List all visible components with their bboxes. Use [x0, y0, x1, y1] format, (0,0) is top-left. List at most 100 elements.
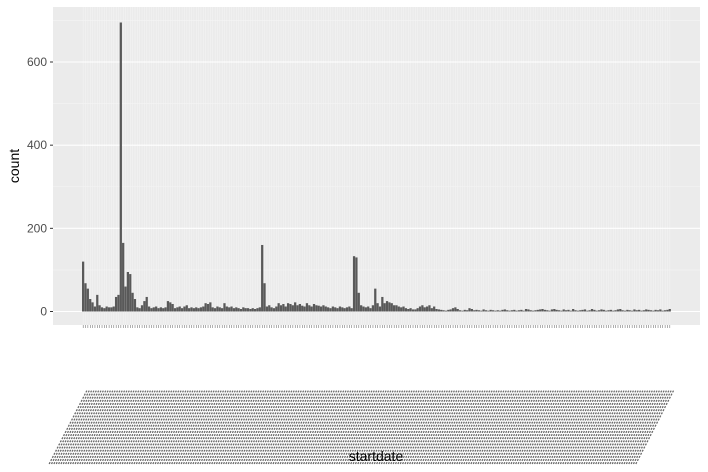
bar — [546, 310, 549, 312]
bar — [404, 308, 408, 312]
x-tick-label-mark — [50, 389, 91, 465]
bar — [562, 309, 565, 312]
bar — [157, 308, 160, 312]
bar — [225, 306, 228, 312]
bar — [213, 308, 217, 312]
bar — [475, 309, 478, 312]
bar — [451, 308, 455, 312]
bar — [180, 308, 184, 312]
y-axis-ticks: 0 200 400 600 — [27, 55, 53, 319]
bar — [114, 296, 118, 312]
bar — [513, 309, 516, 312]
bar — [117, 294, 120, 312]
bar — [444, 310, 448, 312]
bar — [169, 302, 172, 312]
bar — [515, 310, 518, 312]
bars — [82, 22, 671, 312]
bar — [367, 306, 370, 312]
bar — [86, 288, 89, 312]
bar — [576, 310, 579, 312]
bar — [437, 309, 440, 312]
bar — [652, 310, 655, 312]
bar — [360, 305, 363, 312]
bar — [331, 306, 334, 312]
x-axis-title: startdate — [349, 448, 404, 464]
x-tick-label-mark — [48, 389, 88, 465]
bar — [237, 308, 240, 312]
bar — [150, 308, 153, 312]
x-tick-label-mark — [60, 389, 100, 465]
bar — [400, 307, 403, 312]
bar — [312, 304, 316, 312]
bar — [301, 305, 304, 312]
bar — [319, 306, 323, 312]
bar — [593, 309, 596, 312]
bar — [397, 306, 400, 312]
y-tick-label: 600 — [27, 55, 47, 69]
bar — [289, 304, 292, 312]
bar — [119, 22, 122, 312]
bar — [607, 310, 610, 312]
bar — [583, 309, 587, 312]
bar — [209, 302, 212, 312]
bar — [279, 305, 283, 312]
bar — [548, 310, 551, 312]
bar — [327, 307, 330, 312]
bar — [541, 309, 544, 312]
bar — [352, 256, 356, 312]
bar — [131, 292, 134, 312]
bar — [642, 310, 645, 312]
bar — [454, 307, 457, 312]
bar — [579, 310, 582, 312]
bar — [374, 288, 377, 312]
bar — [315, 305, 318, 312]
bar — [230, 306, 233, 312]
bar — [482, 309, 485, 312]
bar — [138, 308, 141, 312]
bar — [388, 302, 391, 312]
bar — [557, 310, 561, 312]
bar — [626, 309, 629, 312]
bar — [263, 283, 266, 312]
bar — [178, 306, 181, 312]
bar — [506, 310, 509, 312]
x-tick-label-mark — [69, 389, 109, 465]
bar — [345, 307, 349, 312]
bar — [256, 308, 259, 312]
bar — [534, 310, 537, 312]
bar — [204, 303, 207, 312]
bar — [133, 299, 137, 312]
bar — [638, 309, 641, 312]
bar — [605, 310, 608, 312]
bar — [435, 309, 438, 312]
bar — [140, 305, 144, 312]
bar — [600, 309, 603, 312]
bar — [409, 308, 412, 312]
bar — [458, 310, 462, 312]
bar — [202, 306, 205, 312]
bar — [232, 308, 236, 312]
x-axis-tick-labels — [48, 325, 675, 465]
bar — [103, 308, 106, 312]
bar — [640, 310, 643, 312]
bar — [581, 309, 584, 312]
bar — [282, 304, 285, 312]
bar — [390, 303, 393, 312]
bar — [385, 301, 389, 312]
bar — [661, 310, 664, 312]
bar — [520, 309, 523, 312]
bar — [378, 306, 382, 312]
bar — [244, 308, 247, 312]
bar — [100, 307, 104, 312]
bar — [524, 309, 528, 312]
bar — [597, 310, 601, 312]
bar — [89, 299, 92, 312]
bar — [284, 306, 287, 312]
bar — [480, 310, 483, 312]
bar — [364, 307, 367, 312]
bar — [272, 308, 276, 312]
bar — [303, 306, 306, 312]
bar — [334, 307, 337, 312]
y-tick-label: 200 — [27, 221, 47, 235]
bar — [411, 309, 415, 312]
